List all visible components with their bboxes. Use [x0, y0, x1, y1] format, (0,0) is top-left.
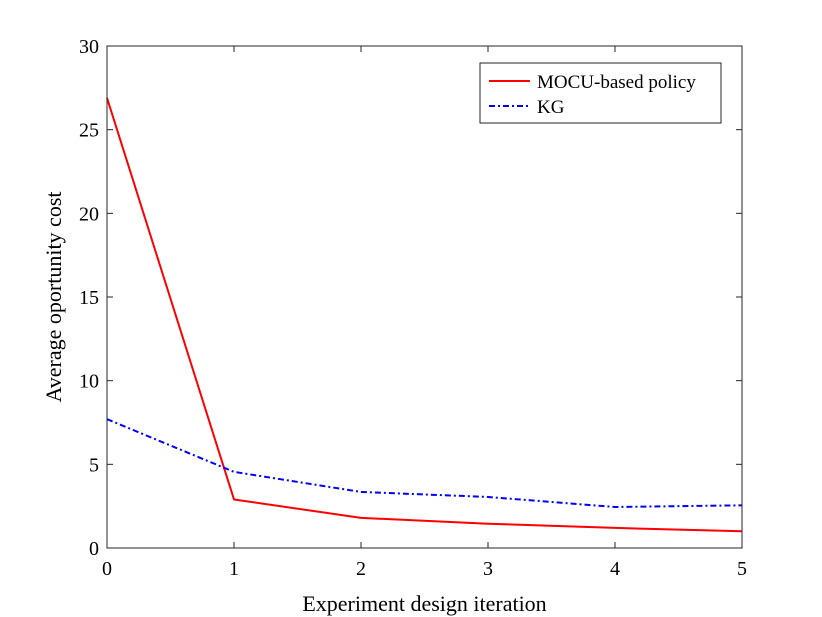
- y-tick-label: 5: [89, 454, 99, 476]
- legend-label-kg: KG: [537, 97, 565, 118]
- y-axis-ticks: 0 5 10 15 20 25 30: [79, 36, 742, 560]
- y-tick-label: 25: [79, 120, 99, 142]
- plot-area: [107, 46, 742, 548]
- x-tick-label: 3: [483, 558, 493, 580]
- x-tick-label: 4: [610, 558, 620, 580]
- legend: MOCU-based policy KG: [479, 62, 722, 124]
- x-tick-label: 1: [229, 558, 239, 580]
- legend-label-mocu: MOCU-based policy: [537, 72, 696, 93]
- y-tick-label: 10: [79, 371, 99, 393]
- y-tick-label: 15: [79, 287, 99, 309]
- x-axis-label: Experiment design iteration: [302, 591, 546, 616]
- y-tick-label: 0: [89, 538, 99, 560]
- x-tick-label: 5: [737, 558, 747, 580]
- series-line-kg: [106, 418, 743, 509]
- y-tick-label: 30: [79, 36, 99, 58]
- x-axis-ticks: 0 1 2 3 4 5: [102, 46, 747, 580]
- plot-frame: [106, 45, 743, 549]
- series-line-mocu-based-policy: [106, 97, 743, 533]
- y-axis-label: Average oportunity cost: [41, 192, 66, 403]
- y-tick-label: 20: [79, 203, 99, 225]
- series-layer: [106, 97, 743, 533]
- legend-box: [479, 62, 722, 124]
- x-tick-label: 2: [356, 558, 366, 580]
- x-tick-label: 0: [102, 558, 112, 580]
